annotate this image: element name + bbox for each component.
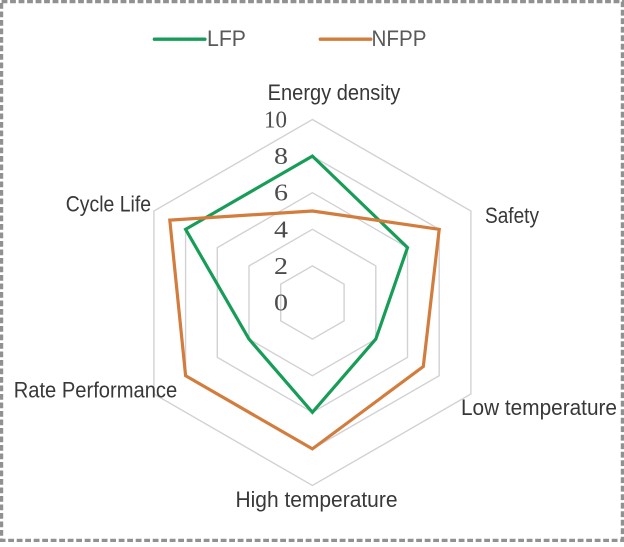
svg-text:Rate Performance: Rate Performance <box>14 378 178 403</box>
svg-text:High temperature: High temperature <box>236 487 398 512</box>
svg-text:Energy density: Energy density <box>268 80 401 105</box>
svg-text:Cycle Life: Cycle Life <box>66 191 151 216</box>
svg-text:NFPP: NFPP <box>372 26 427 51</box>
svg-text:0: 0 <box>274 291 288 317</box>
svg-text:6: 6 <box>274 181 288 207</box>
svg-text:LFP: LFP <box>207 26 246 51</box>
svg-text:4: 4 <box>274 217 288 243</box>
svg-text:2: 2 <box>274 254 288 280</box>
svg-text:8: 8 <box>274 144 288 170</box>
svg-text:10: 10 <box>264 108 287 134</box>
svg-text:Safety: Safety <box>485 203 539 228</box>
svg-text:Low temperature: Low temperature <box>461 395 617 420</box>
